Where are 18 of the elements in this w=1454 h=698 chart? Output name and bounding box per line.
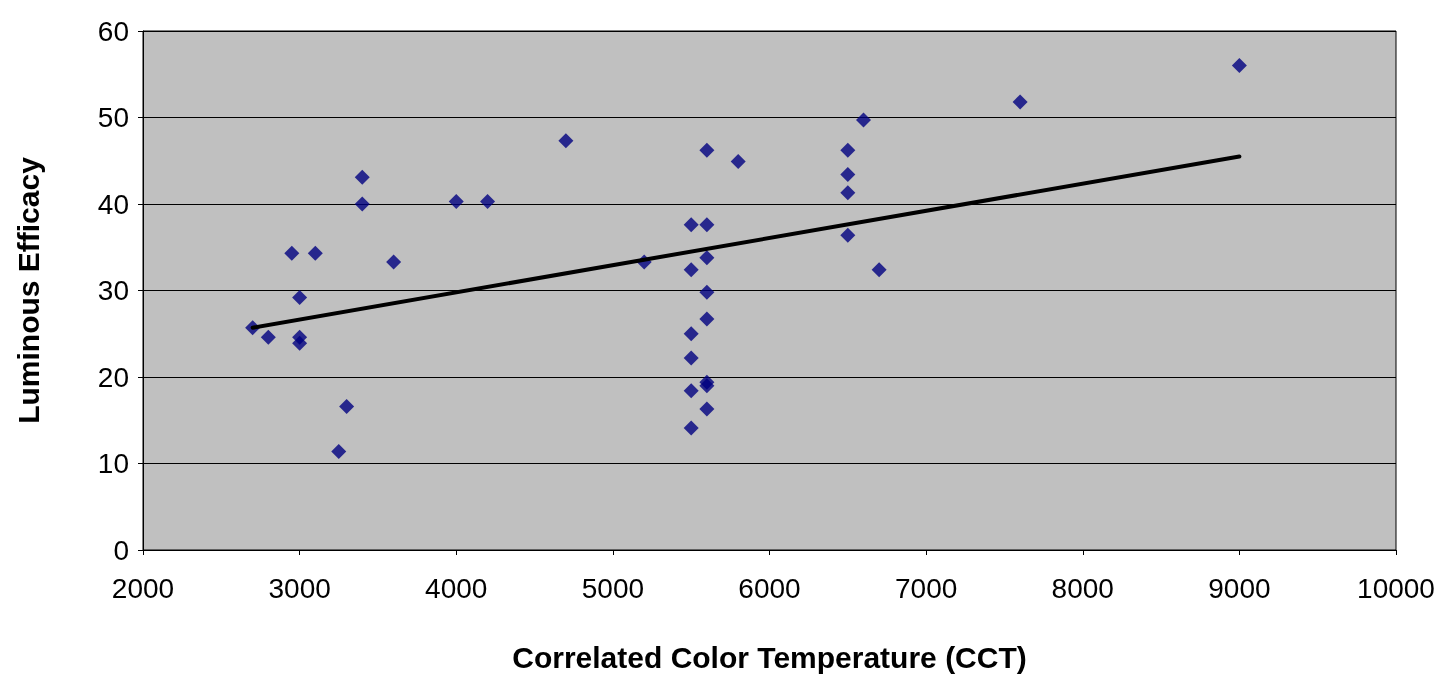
y-tick-label: 50 (97, 102, 129, 133)
x-tick-label: 6000 (738, 572, 801, 604)
x-tick-label: 7000 (894, 572, 958, 604)
x-tick-label: 8000 (1051, 572, 1114, 604)
y-tick-label: 20 (97, 361, 129, 393)
x-tick-label: 2000 (111, 572, 175, 604)
y-tick-label: 0 (113, 534, 129, 566)
y-tick-label: 10 (97, 448, 129, 479)
y-tick-label: 60 (97, 15, 129, 47)
x-tick-label: 5000 (581, 572, 645, 604)
x-axis-title: Correlated Color Temperature (CCT) (512, 640, 1027, 674)
y-tick-label: 30 (97, 275, 129, 306)
x-tick-label: 9000 (1208, 572, 1271, 604)
x-tick-label: 4000 (425, 572, 488, 604)
y-axis-title: Luminous Efficacy (11, 156, 45, 424)
x-tick-label: 3000 (268, 572, 331, 604)
x-tick-label: 10000 (1357, 572, 1435, 604)
y-tick-label: 40 (97, 188, 129, 220)
